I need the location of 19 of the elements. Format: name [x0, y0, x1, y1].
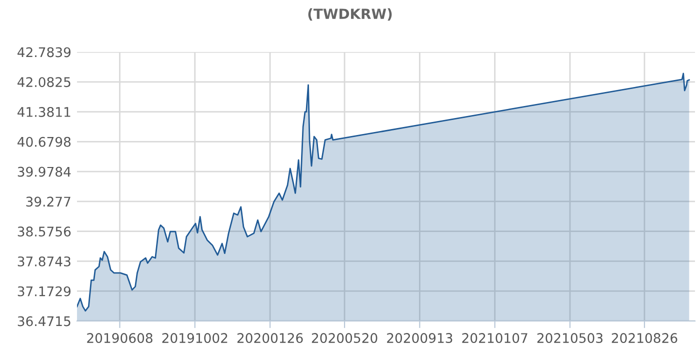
y-tick-label: 42.0825 — [18, 77, 70, 88]
x-tick-label: 20190608 — [87, 333, 152, 344]
x-tick-label: 20200520 — [312, 333, 378, 344]
y-tick-label: 37.1729 — [18, 286, 71, 296]
x-tick-label: 20200913 — [387, 333, 452, 344]
y-tick-label: 39.277 — [26, 196, 70, 207]
x-tick-label: 20191002 — [162, 333, 228, 344]
y-tick-label: 42.7839 — [18, 47, 71, 58]
y-tick-label: 39.9784 — [18, 166, 71, 177]
x-tick-label: 20210826 — [612, 333, 678, 344]
y-tick-label: 38.5756 — [18, 226, 71, 237]
chart-title: (TWDKRW) — [308, 8, 392, 21]
y-tick-label: 36.4715 — [18, 316, 70, 326]
y-tick-label: 37.8743 — [18, 256, 70, 266]
x-tick-label: 20210503 — [537, 333, 602, 344]
x-tick-label: 20200126 — [237, 333, 303, 344]
x-tick-label: 20210107 — [462, 333, 528, 344]
y-tick-label: 41.3811 — [18, 107, 70, 117]
y-tick-label: 40.6798 — [18, 136, 71, 147]
